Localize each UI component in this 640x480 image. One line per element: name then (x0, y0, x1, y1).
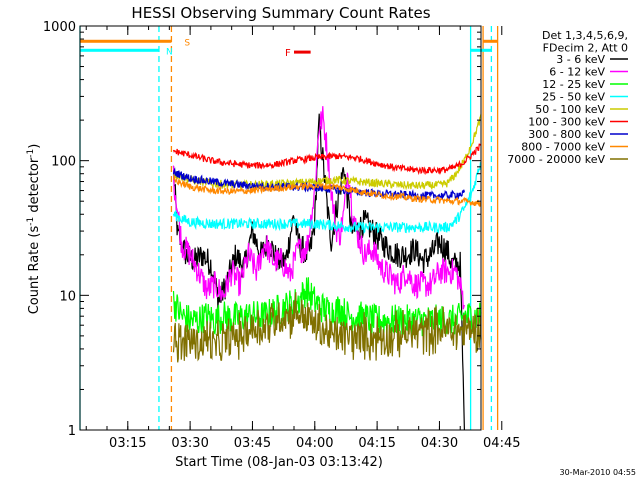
y-axis-label-sup: -1 (26, 217, 36, 226)
legend: Det 1,3,4,5,6,9,FDecim 2, Att 03 - 6 keV… (507, 29, 628, 166)
y-tick-label: 1 (68, 424, 76, 439)
y-axis-label: Count Rate (s-1 detector-1) (26, 144, 42, 315)
series-line (172, 113, 465, 431)
legend-header: FDecim 2, Att 0 (543, 42, 628, 55)
saa-interval-bar (80, 39, 172, 43)
y-axis-label-part: Count Rate (s (27, 226, 42, 315)
x-tick-label: 04:30 (421, 436, 458, 451)
x-axis-label: Start Time (08-Jan-03 03:13:42) (175, 455, 383, 470)
night-label: N (166, 47, 173, 57)
x-tick-label: 03:45 (234, 436, 271, 451)
y-axis-label-part: detector (27, 157, 42, 217)
saa-label: S (184, 38, 190, 48)
legend-header: Det 1,3,4,5,6,9, (542, 29, 628, 42)
y-tick-label: 100 (51, 155, 76, 170)
chart-title: HESSI Observing Summary Count Rates (131, 4, 430, 22)
series-line (172, 292, 482, 363)
legend-entry-label: 12 - 25 keV (542, 78, 605, 91)
plot-frame (79, 25, 482, 431)
series-line (172, 143, 482, 176)
x-tick-label: 04:00 (296, 436, 333, 451)
series-line (172, 106, 465, 310)
legend-entry-label: 7000 - 20000 keV (507, 153, 605, 166)
series-line (172, 162, 482, 235)
y-tick-label: 10 (59, 289, 76, 304)
series-line (172, 175, 482, 208)
legend-entry-label: 3 - 6 keV (556, 53, 605, 66)
plot-area: S N F (79, 26, 499, 431)
x-tick-label: 03:15 (109, 436, 146, 451)
series-line (172, 113, 482, 191)
series-line (172, 277, 482, 337)
x-tick-label: 04:15 (358, 436, 395, 451)
legend-entry-label: 25 - 50 keV (542, 91, 605, 104)
legend-entry-label: 300 - 800 keV (528, 128, 605, 141)
night-interval-bar (80, 48, 159, 52)
y-axis-label-part: ) (27, 144, 42, 149)
legend-entry-label: 50 - 100 keV (535, 103, 605, 116)
x-tick-label: 03:30 (171, 436, 208, 451)
saa-interval-bar (483, 39, 498, 43)
y-tick-label: 1000 (43, 20, 76, 35)
flare-label: F (285, 48, 291, 59)
flare-interval-bar (294, 50, 311, 54)
legend-entry-label: 100 - 300 keV (528, 116, 605, 129)
y-axis-label-sup: -1 (26, 149, 36, 158)
footer-timestamp: 30-Mar-2010 04:55 (560, 468, 637, 477)
axes: 1 10 100 1000 03:15 03:30 03:45 04:00 04:15 04:30… (43, 20, 521, 451)
legend-entry-label: 6 - 12 keV (549, 66, 605, 79)
x-tick-label: 04:45 (483, 436, 520, 451)
legend-entry-label: 800 - 7000 keV (521, 141, 605, 154)
